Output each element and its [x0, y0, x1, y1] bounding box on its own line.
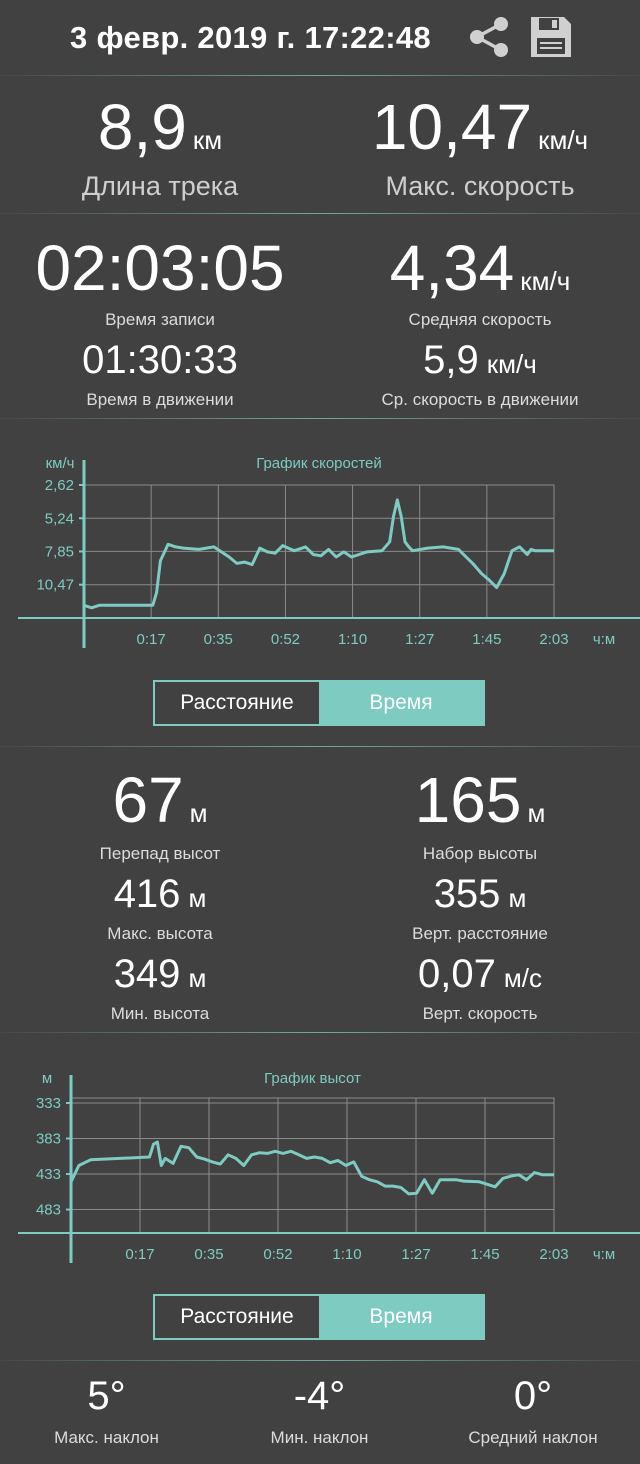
elevation-gain-block: 165 м Набор высоты 355 м Верт. расстояние … [320, 768, 640, 1024]
x-tick-label: 0:17 [125, 1246, 154, 1263]
elevation-gain-unit: м [527, 798, 546, 828]
avg-moving-speed-unit: км/ч [486, 349, 537, 379]
elevation-diff-value: 67 [112, 764, 184, 836]
min-altitude-label: Мин. высота [110, 1004, 210, 1023]
x-tick-label: 1:27 [401, 1246, 430, 1263]
avg-speed-label: Средняя скорость [408, 310, 552, 329]
altitude-chart: 0:17 0:35 0:52 1:10 1:27 1:45 2:03 483 433 383 333… [18, 1070, 640, 1263]
distance-block: 8,9 км Длина трека [0, 95, 320, 202]
divider [0, 1032, 640, 1033]
distance-value: 8,9 [97, 91, 187, 163]
x-tick-label: 1:10 [332, 1246, 361, 1263]
max-slope-block: 5° Макс. наклон [0, 1376, 213, 1448]
avg-speed-value: 4,34 [389, 232, 515, 304]
min-slope-label: Мин. наклон [270, 1428, 369, 1447]
altitude-chart-axis-toggle: Расстояние Время [153, 1294, 485, 1340]
avg-moving-speed-value: 5,9 [423, 338, 479, 382]
vert-distance-unit: м [508, 883, 527, 913]
y-tick-label: 333 [36, 1095, 61, 1112]
x-tick-label: 2:03 [539, 1246, 568, 1263]
moving-time-label: Время в движении [86, 390, 234, 409]
y-tick-label: 433 [36, 1166, 61, 1183]
elevation-gain-value: 165 [414, 764, 522, 836]
time-toggle-button[interactable]: Время [319, 1296, 483, 1338]
min-slope-value: -4° [293, 1374, 346, 1418]
moving-time-value: 01:30:33 [82, 338, 238, 382]
min-slope-block: -4° Мин. наклон [213, 1376, 426, 1448]
divider [0, 213, 640, 214]
divider [0, 1360, 640, 1361]
distance-toggle-button[interactable]: Расстояние [180, 1305, 294, 1328]
x-tick-label: 0:52 [271, 631, 300, 648]
x-tick-label: 1:45 [470, 1246, 499, 1263]
record-time-block: 02:03:05 Время записи 01:30:33 Время в д… [0, 236, 320, 410]
x-tick-label: 0:35 [194, 1246, 223, 1263]
elevation-diff-label: Перепад высот [99, 844, 221, 863]
series-line [83, 498, 554, 610]
max-speed-unit: км/ч [538, 125, 589, 155]
x-tick-label: 0:35 [204, 631, 233, 648]
y-unit-label: м [42, 1070, 52, 1087]
share-icon[interactable] [466, 14, 512, 60]
speed-chart-axis-toggle: Расстояние Время [153, 680, 485, 726]
record-time-label: Время записи [105, 310, 215, 329]
vert-speed-value: 0,07 [418, 952, 496, 996]
max-speed-block: 10,47 км/ч Макс. скорость [320, 95, 640, 202]
record-time-value: 02:03:05 [35, 232, 285, 304]
header: 3 февр. 2019 г. 17:22:48 [0, 0, 640, 76]
y-tick-label: 5,24 [45, 510, 74, 527]
avg-slope-block: 0° Средний наклон [426, 1376, 640, 1448]
track-date-title: 3 февр. 2019 г. 17:22:48 [70, 20, 431, 55]
y-unit-label: км/ч [46, 455, 75, 472]
x-unit-label: ч:м [593, 1246, 615, 1263]
avg-slope-label: Средний наклон [468, 1428, 598, 1447]
x-tick-label: 2:03 [539, 631, 568, 648]
save-icon[interactable] [528, 14, 574, 60]
avg-speed-unit: км/ч [520, 266, 571, 296]
chart-title: График высот [264, 1070, 361, 1087]
max-slope-value: 5° [87, 1374, 126, 1418]
min-altitude-unit: м [188, 963, 207, 993]
y-tick-label: 483 [36, 1202, 61, 1219]
max-speed-value: 10,47 [371, 91, 533, 163]
max-altitude-unit: м [188, 883, 207, 913]
x-tick-label: 0:17 [137, 631, 166, 648]
y-tick-label: 383 [36, 1131, 61, 1148]
speed-chart: 0:17 0:35 0:52 1:10 1:27 1:45 2:03 10,47 7,85 5,2… [18, 455, 640, 648]
x-tick-label: 1:27 [405, 631, 434, 648]
x-unit-label: ч:м [593, 631, 615, 648]
distance-toggle-button[interactable]: Расстояние [180, 691, 294, 714]
elevation-gain-label: Набор высоты [422, 844, 538, 863]
divider [0, 75, 640, 76]
y-tick-label: 7,85 [45, 543, 74, 560]
avg-moving-speed-label: Ср. скорость в движении [381, 390, 579, 409]
x-tick-label: 1:45 [472, 631, 501, 648]
max-speed-label: Макс. скорость [385, 171, 575, 201]
divider [0, 746, 640, 747]
vert-distance-value: 355 [433, 872, 501, 916]
divider [0, 418, 640, 419]
x-tick-label: 0:52 [263, 1246, 292, 1263]
max-altitude-label: Макс. высота [107, 924, 213, 943]
plot-frame [70, 1097, 555, 1234]
y-tick-label: 10,47 [36, 577, 74, 594]
min-altitude-value: 349 [113, 952, 181, 996]
vert-distance-label: Верт. расстояние [412, 924, 548, 943]
y-tick-label: 2,62 [45, 477, 74, 494]
elevation-diff-block: 67 м Перепад высот 416 м Макс. высота 349 м… [0, 768, 320, 1024]
distance-unit: км [192, 125, 223, 155]
vert-speed-unit: м/с [503, 963, 542, 993]
max-altitude-value: 416 [113, 872, 181, 916]
avg-speed-block: 4,34 км/ч Средняя скорость 5,9 км/ч Ср. ск… [320, 236, 640, 410]
distance-label: Длина трека [81, 171, 239, 201]
max-slope-label: Макс. наклон [54, 1428, 159, 1447]
chart-title: График скоростей [256, 455, 382, 472]
x-tick-label: 1:10 [338, 631, 367, 648]
series-line [69, 1140, 554, 1196]
vert-speed-label: Верт. скорость [422, 1004, 538, 1023]
elevation-diff-unit: м [189, 798, 208, 828]
avg-slope-value: 0° [513, 1374, 553, 1418]
time-toggle-button[interactable]: Время [319, 682, 483, 724]
